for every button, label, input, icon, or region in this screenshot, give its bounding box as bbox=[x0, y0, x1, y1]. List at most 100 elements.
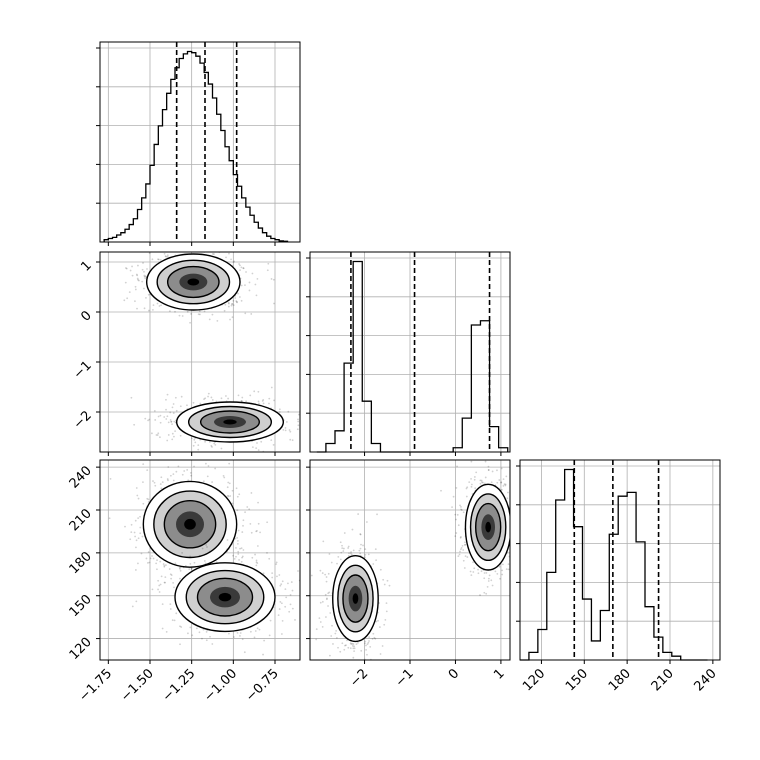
p3-vs-p2-point bbox=[351, 528, 354, 531]
p3-vs-p1-point bbox=[243, 651, 246, 654]
p2-vs-p1-point bbox=[158, 305, 161, 307]
p3-vs-p1-point bbox=[136, 494, 139, 497]
p3-vs-p1-point bbox=[280, 633, 283, 635]
p3-vs-p1-point bbox=[236, 542, 239, 545]
p3-vs-p1-point bbox=[250, 492, 253, 494]
p3-vs-p1-point bbox=[281, 619, 284, 622]
p3-vs-p1-point bbox=[180, 565, 183, 568]
p2-vs-p1-point bbox=[173, 420, 176, 423]
p2-vs-p1-point bbox=[172, 244, 174, 246]
p3-vs-p1-point bbox=[171, 619, 174, 622]
p3-vs-p2-point bbox=[337, 556, 340, 558]
p3-vs-p1-point bbox=[158, 591, 161, 593]
p2-vs-p1-point bbox=[146, 268, 148, 270]
p3-vs-p1-point bbox=[279, 584, 282, 587]
p3-vs-p1-point bbox=[186, 469, 189, 471]
p3-vs-p1-point bbox=[291, 607, 294, 610]
p3-vs-p1-point bbox=[241, 638, 244, 641]
p3-vs-p2-point bbox=[371, 637, 374, 640]
p2-vs-p1-point bbox=[181, 315, 184, 317]
p3-vs-p2-point bbox=[366, 660, 368, 662]
p3-vs-p2-point bbox=[352, 647, 355, 650]
p2-vs-p1-point bbox=[230, 304, 233, 307]
p2-vs-p1-point bbox=[234, 297, 237, 299]
p3-vs-p1-point bbox=[256, 545, 259, 547]
p3-vs-p2-point bbox=[452, 495, 455, 498]
p3-vs-p1-point bbox=[178, 566, 181, 569]
p3-vs-p1-point bbox=[137, 537, 140, 540]
p2-vs-p1-point bbox=[238, 296, 241, 298]
p3-vs-p1-point bbox=[284, 605, 287, 608]
p3-vs-p2-point bbox=[364, 556, 366, 559]
p2-vs-p1-point bbox=[297, 424, 300, 427]
p2-vs-p1-point bbox=[131, 274, 134, 277]
p3-vs-p1-point bbox=[147, 498, 150, 501]
p3-vs-p2-point bbox=[490, 481, 493, 484]
p2-vs-p1-point bbox=[266, 269, 269, 272]
p3-vs-p1-point bbox=[228, 632, 230, 635]
hist-p1-bin-19 bbox=[183, 54, 187, 242]
hist-p1-bin-4 bbox=[121, 233, 125, 242]
p3-vs-p2-point bbox=[342, 547, 345, 550]
p3-vs-p2-point bbox=[518, 517, 520, 519]
p3-vs-p1-point bbox=[241, 555, 244, 558]
p2-vs-p1-point bbox=[282, 428, 285, 431]
hist-p3-bin-8 bbox=[591, 641, 600, 660]
p3-vs-p2-point bbox=[369, 645, 372, 648]
p3-vs-p2-point bbox=[341, 544, 343, 547]
p3-vs-p1-point bbox=[130, 531, 133, 533]
p3-vs-p2-point bbox=[351, 642, 354, 645]
p3-vs-p1-point bbox=[226, 548, 229, 551]
p3-vs-p2-point bbox=[325, 580, 328, 583]
p3-vs-p1-point bbox=[271, 572, 274, 575]
p3-vs-p1-point bbox=[169, 474, 172, 477]
p2-vs-p1-point bbox=[240, 299, 243, 302]
p2-vs-p1-point bbox=[159, 421, 162, 424]
p2-vs-p1-point bbox=[198, 313, 201, 316]
p3-vs-p2-point bbox=[461, 544, 464, 547]
p3-vs-p1-point bbox=[165, 630, 168, 633]
p3-vs-p1-point bbox=[255, 530, 258, 533]
p3-vs-p1-point bbox=[164, 581, 166, 584]
p3-vs-p2-point bbox=[479, 482, 482, 485]
hist-p3-bin-14 bbox=[645, 607, 654, 660]
p3-vs-p2-point bbox=[511, 504, 513, 506]
p3-vs-p2-point bbox=[366, 643, 369, 646]
ytick-label-p2-2: 0 bbox=[78, 308, 94, 324]
ytick-label-p3-0: 120 bbox=[67, 635, 95, 663]
p3-vs-p1-point bbox=[280, 602, 283, 605]
p2-vs-p1-point bbox=[270, 386, 273, 389]
p3-vs-p2-point bbox=[365, 521, 368, 523]
p3-vs-p2-point bbox=[383, 583, 386, 586]
p3-vs-p1-point bbox=[161, 481, 164, 484]
p3-vs-p1-point bbox=[258, 628, 261, 631]
p3-vs-p2-point bbox=[511, 551, 513, 553]
p2-vs-p1-point bbox=[240, 266, 243, 269]
p2-vs-p1-point bbox=[233, 260, 235, 263]
p2-vs-p1-point bbox=[155, 434, 158, 436]
p3-vs-p1-point bbox=[190, 474, 193, 477]
p2-vs-p1-point bbox=[298, 413, 300, 416]
p2-vs-p1-point bbox=[208, 318, 211, 321]
p3-vs-p2-point bbox=[319, 601, 322, 604]
p3-vs-p1-point bbox=[231, 502, 234, 505]
p3-vs-p2-point bbox=[321, 625, 324, 628]
p2-vs-p1-point bbox=[138, 279, 140, 282]
p3-vs-p2-point bbox=[372, 632, 375, 635]
ytick-label-p3-2: 180 bbox=[67, 549, 95, 577]
p2-vs-p1-point bbox=[148, 252, 151, 255]
p2-vs-p1-point bbox=[193, 438, 196, 441]
p3-vs-p2-point bbox=[343, 648, 346, 651]
p2-vs-p1-point bbox=[197, 313, 200, 316]
p3-vs-p1-point bbox=[189, 562, 192, 565]
p2-vs-p1-point bbox=[168, 310, 171, 313]
p3-vs-p2-point bbox=[347, 547, 350, 549]
p3-vs-p1-point bbox=[228, 462, 231, 465]
p3-vs-p1-point bbox=[147, 551, 150, 553]
p2-vs-p1-point bbox=[241, 247, 243, 249]
p3-vs-p2-point bbox=[366, 653, 368, 656]
hist-p1-bin-28 bbox=[221, 131, 225, 242]
p3-vs-p1-point bbox=[268, 634, 271, 637]
p3-vs-p1-point bbox=[199, 554, 201, 557]
p2-vs-p1-point bbox=[224, 303, 227, 306]
